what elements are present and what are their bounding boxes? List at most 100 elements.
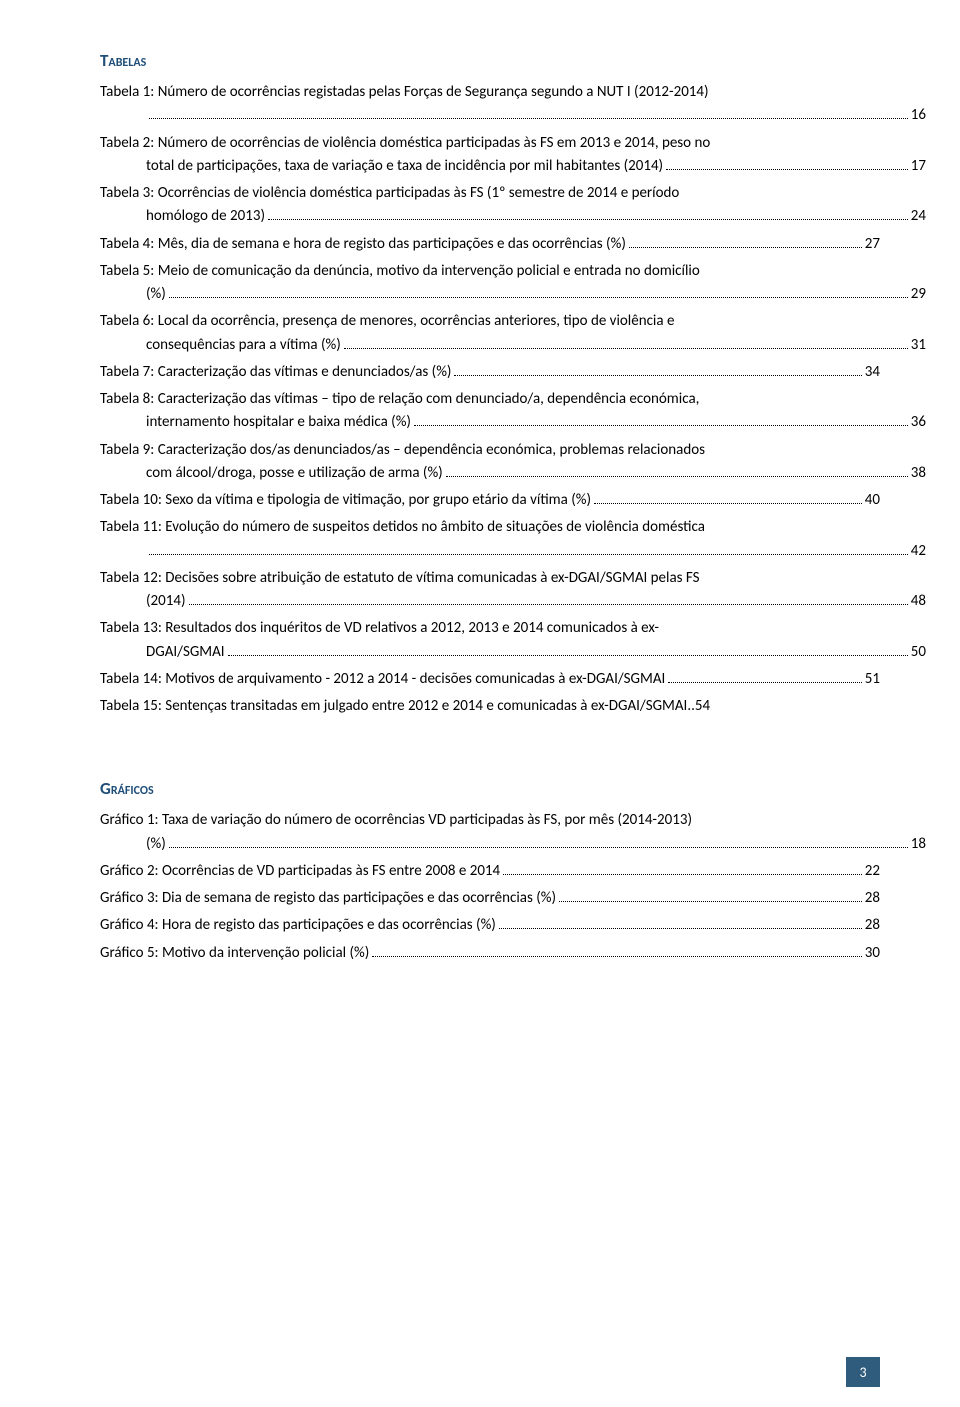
tabelas-toc-list: Tabela 1: Número de ocorrências registad…: [100, 81, 880, 718]
toc-leader-dots: [169, 297, 908, 298]
toc-entry-last-line: homólogo de 2013)24: [100, 205, 926, 228]
toc-entry-last-line: Tabela 7: Caracterização das vítimas e d…: [100, 361, 880, 384]
toc-entry-page: 50: [911, 641, 926, 664]
toc-entry-page: 38: [911, 462, 926, 485]
toc-entry-line: Tabela 8: Caracterização das vítimas – t…: [100, 388, 880, 411]
toc-leader-dots: [228, 655, 908, 656]
toc-entry-text: Gráfico 4: Hora de registo das participa…: [100, 914, 496, 937]
toc-entry-last-line: DGAI/SGMAI 50: [100, 641, 926, 664]
toc-entry: Tabela 12: Decisões sobre atribuição de …: [100, 567, 880, 614]
toc-entry-last-line: 42: [100, 540, 926, 563]
graficos-toc-list: Gráfico 1: Taxa de variação do número de…: [100, 809, 880, 965]
toc-entry-text: total de participações, taxa de variação…: [146, 155, 663, 178]
toc-entry-text: (%): [146, 283, 166, 306]
toc-entry-last-line: (2014)48: [100, 590, 926, 613]
toc-entry-page: 30: [865, 942, 880, 965]
toc-entry-page: 29: [911, 283, 926, 306]
toc-entry-last-line: Gráfico 4: Hora de registo das participa…: [100, 914, 880, 937]
toc-entry-text: Gráfico 3: Dia de semana de registo das …: [100, 887, 556, 910]
toc-leader-dots: [446, 476, 908, 477]
toc-entry-page: 42: [911, 540, 926, 563]
toc-leader-dots: [666, 169, 908, 170]
toc-leader-dots: [268, 219, 908, 220]
toc-entry-page: 34: [865, 361, 880, 384]
toc-entry-line: Tabela 13: Resultados dos inquéritos de …: [100, 617, 880, 640]
toc-entry-text: Tabela 7: Caracterização das vítimas e d…: [100, 361, 451, 384]
toc-entry-line: Tabela 9: Caracterização dos/as denuncia…: [100, 439, 880, 462]
toc-entry-last-line: Tabela 10: Sexo da vítima e tipologia de…: [100, 489, 880, 512]
toc-leader: ..: [687, 695, 695, 718]
toc-entry-last-line: Tabela 4: Mês, dia de semana e hora de r…: [100, 233, 880, 256]
toc-entry-page: 22: [865, 860, 880, 883]
toc-entry-last-line: (%) 29: [100, 283, 926, 306]
toc-entry-text: internamento hospitalar e baixa médica (…: [146, 411, 411, 434]
toc-entry: Tabela 11: Evolução do número de suspeit…: [100, 516, 880, 563]
toc-leader-dots: [149, 118, 908, 119]
toc-entry: Tabela 4: Mês, dia de semana e hora de r…: [100, 233, 880, 256]
toc-entry: Gráfico 5: Motivo da intervenção policia…: [100, 942, 880, 965]
toc-entry-page: 18: [911, 833, 926, 856]
toc-entry: Tabela 10: Sexo da vítima e tipologia de…: [100, 489, 880, 512]
graficos-heading: Gráficos: [100, 778, 880, 799]
toc-entry-text: (%): [146, 833, 166, 856]
toc-entry-last-line: 16: [100, 104, 926, 127]
toc-entry: Tabela 13: Resultados dos inquéritos de …: [100, 617, 880, 664]
toc-entry-page: 28: [865, 914, 880, 937]
toc-leader-dots: [414, 425, 908, 426]
toc-entry: Gráfico 4: Hora de registo das participa…: [100, 914, 880, 937]
toc-leader-dots: [454, 375, 861, 376]
toc-entry: Tabela 5: Meio de comunicação da denúnci…: [100, 260, 880, 307]
toc-entry-line: Tabela 12: Decisões sobre atribuição de …: [100, 567, 880, 590]
toc-entry: Tabela 9: Caracterização dos/as denuncia…: [100, 439, 880, 486]
tabelas-heading: Tabelas: [100, 50, 880, 71]
toc-entry-line: Tabela 2: Número de ocorrências de violê…: [100, 132, 880, 155]
toc-leader-dots: [503, 874, 862, 875]
toc-entry-page: 28: [865, 887, 880, 910]
toc-entry-page: 31: [911, 334, 926, 357]
toc-leader-dots: [169, 847, 908, 848]
toc-entry: Gráfico 1: Taxa de variação do número de…: [100, 809, 880, 856]
toc-entry-last-line: total de participações, taxa de variação…: [100, 155, 926, 178]
toc-leader-dots: [594, 503, 862, 504]
toc-entry-last-line: Gráfico 5: Motivo da intervenção policia…: [100, 942, 880, 965]
toc-entry-page: 16: [911, 104, 926, 127]
toc-entry-page: 40: [865, 489, 880, 512]
toc-entry-page: 17: [911, 155, 926, 178]
toc-entry-last-line: internamento hospitalar e baixa médica (…: [100, 411, 926, 434]
toc-leader-dots: [668, 682, 861, 683]
toc-entry-line: Tabela 3: Ocorrências de violência domés…: [100, 182, 880, 205]
toc-entry-line: Tabela 11: Evolução do número de suspeit…: [100, 516, 880, 539]
toc-entry-last-line: (%) 18: [100, 833, 926, 856]
toc-entry: Gráfico 3: Dia de semana de registo das …: [100, 887, 880, 910]
toc-entry-text: homólogo de 2013): [146, 205, 265, 228]
toc-entry-page: 54: [695, 695, 710, 718]
toc-entry: Gráfico 2: Ocorrências de VD participada…: [100, 860, 880, 883]
toc-entry: Tabela 3: Ocorrências de violência domés…: [100, 182, 880, 229]
toc-entry: Tabela 8: Caracterização das vítimas – t…: [100, 388, 880, 435]
toc-entry-page: 48: [911, 590, 926, 613]
toc-leader-dots: [499, 928, 862, 929]
toc-entry-last-line: Tabela 14: Motivos de arquivamento - 201…: [100, 668, 880, 691]
toc-entry-last-line: Tabela 15: Sentenças transitadas em julg…: [100, 695, 880, 718]
toc-entry: Tabela 15: Sentenças transitadas em julg…: [100, 695, 880, 718]
toc-entry: Tabela 2: Número de ocorrências de violê…: [100, 132, 880, 179]
toc-entry-last-line: consequências para a vítima (%) 31: [100, 334, 926, 357]
toc-entry-text: consequências para a vítima (%): [146, 334, 341, 357]
toc-entry: Tabela 1: Número de ocorrências registad…: [100, 81, 880, 128]
document-page: Tabelas Tabela 1: Número de ocorrências …: [0, 0, 960, 1407]
page-number: 3: [859, 1364, 866, 1381]
toc-leader-dots: [372, 956, 861, 957]
toc-entry-text: DGAI/SGMAI: [146, 641, 225, 664]
toc-entry: Tabela 14: Motivos de arquivamento - 201…: [100, 668, 880, 691]
toc-entry: Tabela 6: Local da ocorrência, presença …: [100, 310, 880, 357]
page-number-badge: 3: [846, 1357, 880, 1387]
toc-entry-page: 36: [911, 411, 926, 434]
toc-entry-line: Tabela 6: Local da ocorrência, presença …: [100, 310, 880, 333]
toc-entry-page: 27: [865, 233, 880, 256]
toc-entry-text: Tabela 15: Sentenças transitadas em julg…: [100, 695, 687, 718]
toc-entry-text: Gráfico 5: Motivo da intervenção policia…: [100, 942, 369, 965]
toc-entry-last-line: Gráfico 2: Ocorrências de VD participada…: [100, 860, 880, 883]
toc-entry-text: Tabela 10: Sexo da vítima e tipologia de…: [100, 489, 591, 512]
toc-entry: Tabela 7: Caracterização das vítimas e d…: [100, 361, 880, 384]
toc-entry-last-line: com álcool/droga, posse e utilização de …: [100, 462, 926, 485]
